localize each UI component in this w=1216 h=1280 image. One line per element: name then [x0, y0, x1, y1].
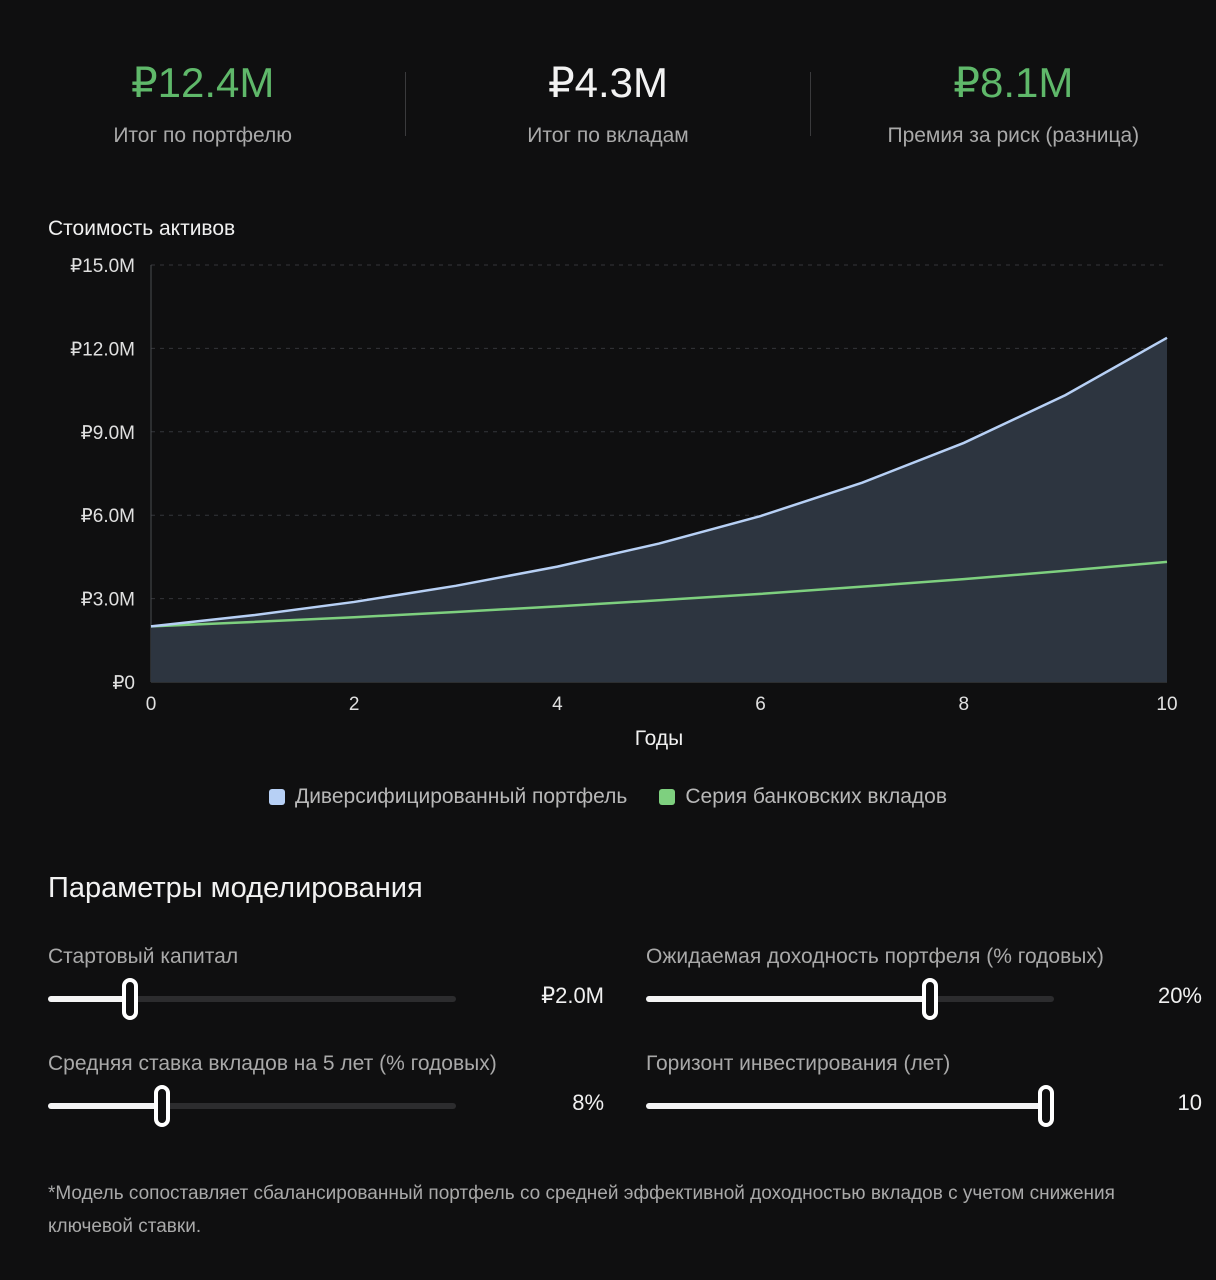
asset-value-chart: ₽0 ₽3.0M ₽6.0M ₽9.0M ₽12.0M ₽15.0M 0 2 4 6 8 10 Годы	[70, 256, 1177, 750]
legend-label-deposits: Серия банковских вкладов	[685, 785, 948, 808]
stat-portfolio-total: ₽12.4M Итог по портфелю	[0, 50, 405, 150]
y-tick-label: ₽12.0M	[70, 339, 135, 360]
stat-value: ₽8.1M	[953, 59, 1074, 106]
x-tick-label: 4	[552, 694, 563, 715]
legend-swatch-deposits	[659, 789, 676, 805]
y-tick-label: ₽6.0M	[81, 506, 135, 527]
summary-stats: ₽12.4M Итог по портфелю ₽4.3M Итог по вк…	[0, 50, 1216, 150]
footnote: *Модель сопоставляет сбалансированный по…	[48, 1183, 1115, 1237]
param-value: 20%	[1157, 983, 1202, 1008]
stat-label: Итог по портфелю	[113, 124, 292, 147]
deposits-line	[150, 560, 1168, 628]
x-tick-label: 2	[349, 694, 360, 715]
portfolio-area	[151, 337, 1167, 682]
param-deposit-rate: Средняя ставка вкладов на 5 лет (% годов…	[48, 1052, 608, 1142]
slider-track[interactable]	[48, 978, 456, 1020]
param-label: Ожидаемая доходность портфеля (% годовых…	[646, 945, 1104, 968]
stat-risk-premium: ₽8.1M Премия за риск (разница)	[811, 50, 1216, 150]
params-title: Параметры моделирования	[48, 872, 423, 904]
stat-value: ₽4.3M	[547, 59, 669, 106]
stat-deposits-total: ₽4.3M Итог по вкладам	[405, 50, 811, 150]
legend-swatch-portfolio	[268, 789, 285, 805]
param-label: Стартовый капитал	[48, 945, 239, 968]
stat-divider	[405, 72, 407, 136]
legend-label-portfolio: Диверсифицированный портфель	[294, 785, 628, 808]
slider-track[interactable]	[646, 978, 1054, 1020]
slider-track[interactable]	[646, 1085, 1054, 1127]
slider-thumb[interactable]	[921, 978, 938, 1020]
y-tick-label: ₽0	[112, 673, 135, 694]
stat-label: Премия за риск (разница)	[887, 124, 1140, 147]
stat-value: ₽12.4M	[130, 59, 275, 106]
legend-item-portfolio[interactable]: Диверсифицированный портфель	[268, 785, 628, 809]
portfolio-line	[150, 336, 1168, 628]
x-tick-label: 8	[959, 694, 970, 715]
chart-title: Стоимость активов	[48, 217, 236, 240]
param-portfolio-return: Ожидаемая доходность портфеля (% годовых…	[646, 945, 1206, 1035]
y-tick-label: ₽3.0M	[81, 590, 135, 611]
param-horizon: Горизонт инвестирования (лет) 10	[646, 1052, 1206, 1142]
stat-divider	[809, 72, 811, 136]
slider-thumb[interactable]	[154, 1085, 171, 1127]
legend-item-deposits[interactable]: Серия банковских вкладов	[659, 785, 947, 809]
param-value: 10	[1177, 1090, 1202, 1115]
slider-thumb[interactable]	[1037, 1085, 1054, 1127]
y-tick-label: ₽15.0M	[70, 256, 135, 277]
x-tick-label: 10	[1156, 694, 1177, 715]
slider-fill	[646, 996, 930, 1002]
slider-fill	[48, 1103, 163, 1109]
x-tick-label: 0	[146, 694, 157, 715]
param-value: ₽2.0M	[541, 983, 604, 1008]
chart-legend: Диверсифицированный портфель Серия банко…	[0, 785, 1216, 809]
param-value: 8%	[572, 1090, 604, 1115]
x-axis-label: Годы	[635, 727, 684, 750]
param-label: Горизонт инвестирования (лет)	[646, 1052, 951, 1075]
param-label: Средняя ставка вкладов на 5 лет (% годов…	[48, 1052, 497, 1075]
x-tick-label: 6	[755, 694, 766, 715]
slider-track[interactable]	[48, 1085, 456, 1127]
y-tick-label: ₽9.0M	[81, 423, 135, 444]
slider-fill	[646, 1103, 1046, 1109]
slider-thumb[interactable]	[121, 978, 138, 1020]
param-start-capital: Стартовый капитал ₽2.0M	[48, 945, 608, 1035]
stat-label: Итог по вкладам	[527, 124, 689, 147]
slider-fill	[48, 996, 130, 1002]
